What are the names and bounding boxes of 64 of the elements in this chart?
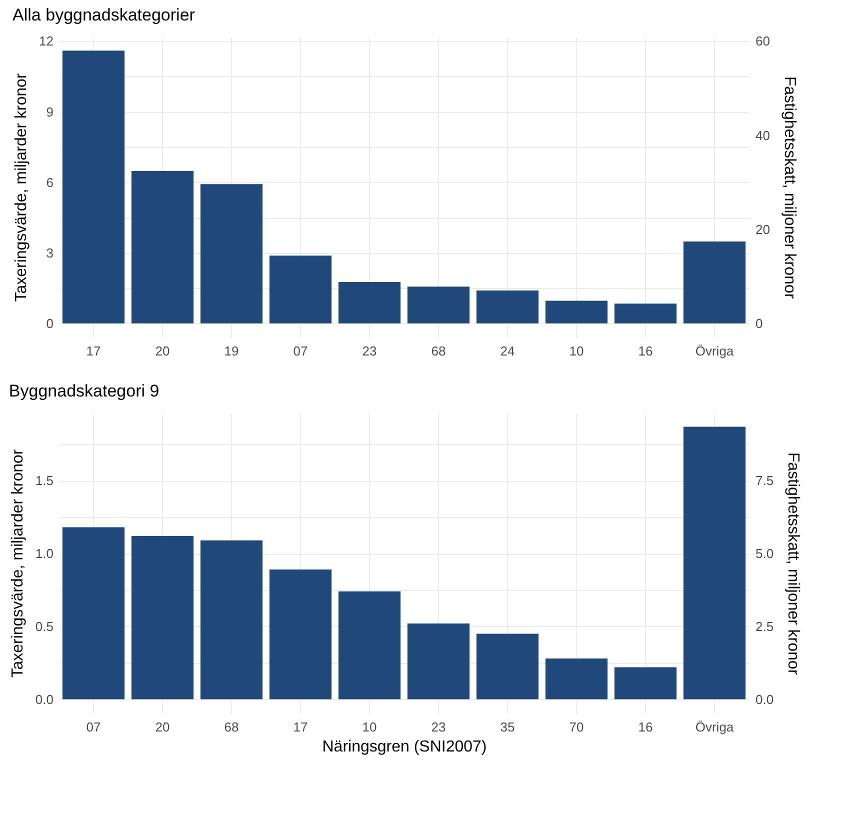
y-tick-label: 1.0 [35,546,54,562]
x-tick-label: 24 [500,344,515,358]
chart-title: Alla byggnadskategorier [12,5,196,24]
bar [200,540,263,700]
bar [269,570,332,700]
y2-axis-title: Fastighetsskatt, miljoner kronor [784,452,802,676]
x-tick-label: 07 [86,720,101,734]
bar [407,286,470,324]
y-tick-label: 0.0 [35,692,54,707]
x-tick-label: Övriga [695,720,734,734]
x-tick-label: 19 [224,344,239,358]
y-axis-title: Taxeringsvärde, miljarder kronor [13,72,30,302]
y-tick-label: 0 [46,316,54,331]
y2-tick-label: 0.0 [756,692,774,707]
bar [269,256,332,324]
x-tick-label: 68 [224,720,239,734]
y2-tick-label: 20 [756,222,770,237]
bar [476,290,539,324]
x-tick-label: 10 [569,344,584,358]
x-tick-label: 07 [293,344,308,358]
x-tick-label: Övriga [695,344,734,358]
chart-title: Byggnadskategori 9 [8,381,160,400]
y-axis-title: Taxeringsvärde, miljarder kronor [9,448,26,678]
bar [407,623,470,700]
y2-tick-label: 2.5 [756,618,774,634]
x-tick-label: 35 [500,720,515,734]
bar [62,527,125,700]
x-tick-label: 17 [86,344,101,358]
y-tick-label: 1.5 [35,473,54,488]
bar [62,50,125,324]
y2-tick-label: 60 [756,34,770,49]
bar [683,242,746,324]
bar [131,536,194,700]
y-tick-label: 12 [39,34,54,49]
y-tick-label: 3 [46,245,54,260]
bar [545,658,608,700]
x-tick-label: 20 [155,344,170,358]
y2-tick-label: 7.5 [756,473,774,488]
y-tick-label: 6 [46,174,54,190]
x-tick-label: 70 [569,720,584,734]
x-axis-title: Näringsgren (SNI2007) [322,738,487,756]
x-tick-label: 68 [431,344,446,358]
bar [476,634,539,700]
y2-axis-title: Fastighetsskatt, miljoner kronor [780,76,798,300]
bar [338,282,401,324]
x-tick-label: 10 [362,720,377,734]
y-tick-label: 9 [46,104,54,120]
x-tick-label: 23 [431,720,446,734]
x-tick-label: 16 [638,344,653,358]
bar [683,426,746,700]
y-tick-label: 0.5 [35,618,54,634]
bar [338,591,401,700]
y2-tick-label: 0 [756,316,763,331]
bar [614,304,677,324]
bar [614,667,677,700]
x-tick-label: 20 [155,720,170,734]
x-tick-label: 17 [293,720,308,734]
x-tick-label: 23 [362,344,377,358]
y2-tick-label: 5.0 [756,546,774,562]
bar [200,184,263,324]
y2-tick-label: 40 [756,128,770,143]
x-tick-label: 16 [638,720,653,734]
bar [545,300,608,324]
bar [131,171,194,324]
